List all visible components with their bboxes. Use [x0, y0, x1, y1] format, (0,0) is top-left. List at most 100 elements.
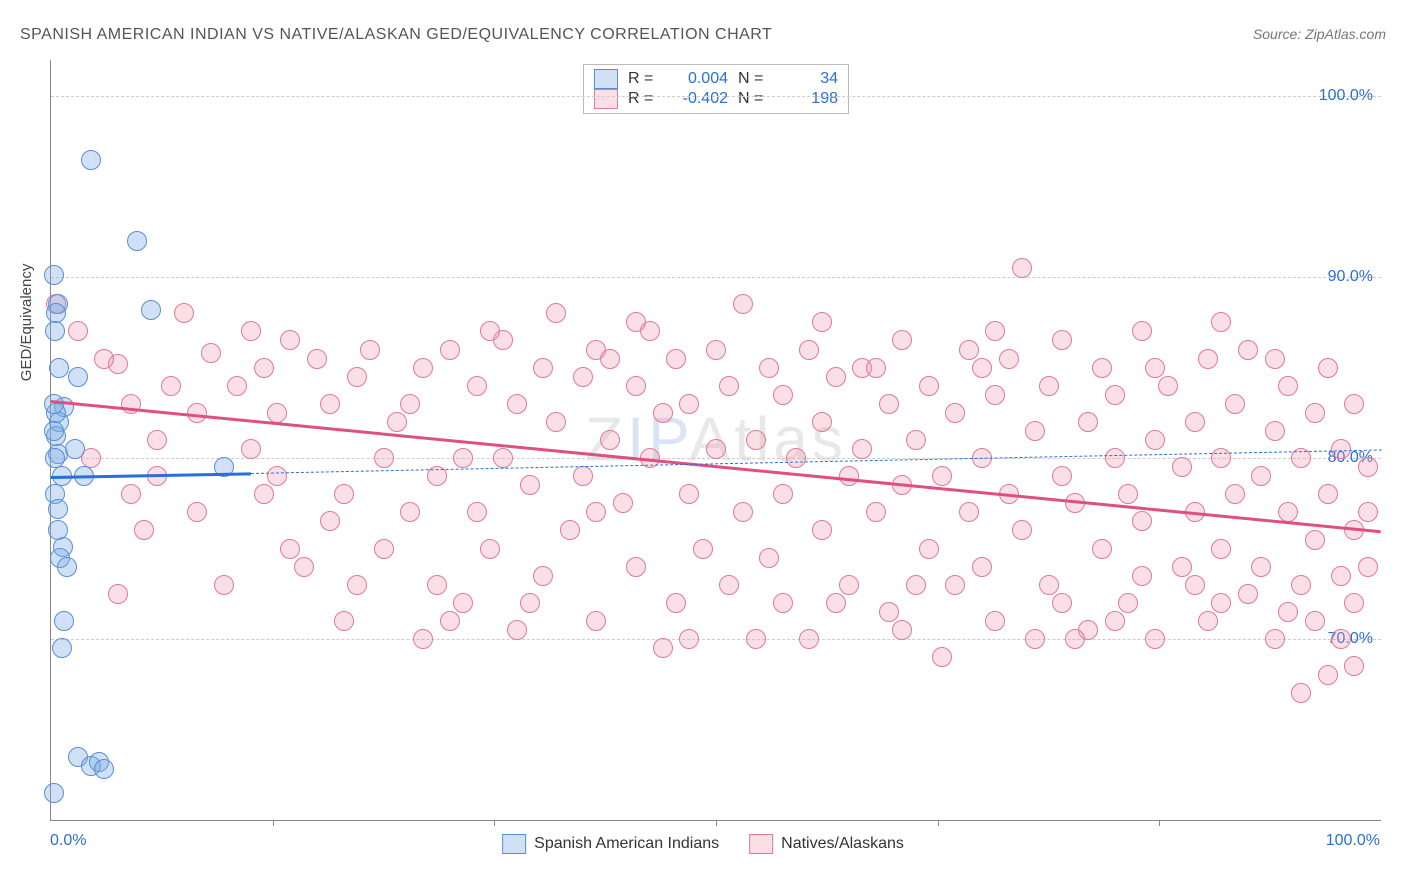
scatter-point-b: [280, 330, 300, 350]
scatter-point-b: [1105, 385, 1125, 405]
scatter-point-b: [1305, 611, 1325, 631]
scatter-point-b: [493, 448, 513, 468]
scatter-point-b: [812, 312, 832, 332]
scatter-point-b: [1318, 665, 1338, 685]
scatter-point-b: [174, 303, 194, 323]
scatter-point-b: [68, 321, 88, 341]
scatter-point-b: [1305, 530, 1325, 550]
scatter-point-b: [1039, 575, 1059, 595]
scatter-point-b: [1318, 358, 1338, 378]
scatter-point-b: [719, 575, 739, 595]
scatter-point-b: [932, 466, 952, 486]
scatter-point-b: [759, 548, 779, 568]
scatter-point-b: [520, 475, 540, 495]
scatter-point-a: [141, 300, 161, 320]
scatter-point-b: [320, 511, 340, 531]
scatter-point-b: [919, 376, 939, 396]
scatter-point-b: [1358, 502, 1378, 522]
scatter-point-b: [773, 484, 793, 504]
scatter-point-b: [932, 647, 952, 667]
scatter-point-a: [44, 265, 64, 285]
scatter-point-b: [387, 412, 407, 432]
x-tick: [1159, 820, 1160, 826]
scatter-point-b: [108, 584, 128, 604]
scatter-point-b: [892, 330, 912, 350]
scatter-point-b: [972, 557, 992, 577]
scatter-point-b: [1291, 683, 1311, 703]
scatter-point-b: [1198, 349, 1218, 369]
scatter-point-b: [826, 367, 846, 387]
scatter-point-b: [945, 403, 965, 423]
scatter-point-b: [533, 358, 553, 378]
scatter-point-b: [1012, 520, 1032, 540]
scatter-point-b: [679, 394, 699, 414]
scatter-point-a: [54, 611, 74, 631]
scatter-point-a: [68, 367, 88, 387]
stat-r-label: R =: [628, 70, 658, 88]
scatter-point-b: [241, 439, 261, 459]
scatter-point-b: [187, 502, 207, 522]
scatter-point-a: [48, 499, 68, 519]
scatter-point-b: [666, 593, 686, 613]
scatter-point-b: [773, 593, 793, 613]
stat-r-value-b: -0.402: [668, 90, 728, 108]
scatter-point-b: [1172, 557, 1192, 577]
scatter-point-b: [347, 575, 367, 595]
scatter-point-b: [866, 502, 886, 522]
scatter-point-b: [1265, 421, 1285, 441]
scatter-point-b: [1145, 358, 1165, 378]
scatter-point-b: [1305, 403, 1325, 423]
scatter-point-b: [1145, 430, 1165, 450]
scatter-point-b: [600, 349, 620, 369]
scatter-point-b: [507, 394, 527, 414]
scatter-point-b: [985, 385, 1005, 405]
scatter-point-b: [507, 620, 527, 640]
scatter-point-b: [573, 367, 593, 387]
scatter-point-a: [81, 150, 101, 170]
scatter-point-b: [1278, 376, 1298, 396]
scatter-point-b: [1012, 258, 1032, 278]
scatter-point-b: [427, 575, 447, 595]
scatter-point-b: [906, 430, 926, 450]
scatter-point-b: [546, 303, 566, 323]
scatter-point-b: [1052, 593, 1072, 613]
scatter-point-b: [400, 394, 420, 414]
source-text: Source: ZipAtlas.com: [1253, 26, 1386, 42]
scatter-point-b: [347, 367, 367, 387]
scatter-point-b: [799, 340, 819, 360]
scatter-point-b: [1172, 457, 1192, 477]
scatter-point-b: [1331, 629, 1351, 649]
scatter-point-b: [453, 593, 473, 613]
legend-label-b: Natives/Alaskans: [781, 835, 904, 853]
stats-row-b: R = -0.402 N = 198: [594, 89, 838, 109]
scatter-point-a: [127, 231, 147, 251]
chart-title: SPANISH AMERICAN INDIAN VS NATIVE/ALASKA…: [20, 26, 772, 44]
scatter-point-b: [1145, 629, 1165, 649]
y-axis-title: GED/Equivalency: [18, 264, 35, 382]
scatter-point-b: [1198, 611, 1218, 631]
scatter-point-b: [679, 629, 699, 649]
scatter-point-b: [374, 448, 394, 468]
scatter-point-b: [1251, 466, 1271, 486]
scatter-point-a: [45, 448, 65, 468]
scatter-point-b: [1118, 593, 1138, 613]
swatch-series-a-icon: [502, 834, 526, 854]
x-tick: [938, 820, 939, 826]
scatter-point-b: [413, 358, 433, 378]
scatter-point-b: [1344, 394, 1364, 414]
scatter-point-b: [1052, 466, 1072, 486]
scatter-point-b: [320, 394, 340, 414]
scatter-point-b: [1225, 484, 1245, 504]
stats-row-a: R = 0.004 N = 34: [594, 69, 838, 89]
scatter-point-b: [334, 611, 354, 631]
scatter-point-b: [679, 484, 699, 504]
scatter-point-b: [267, 466, 287, 486]
scatter-point-b: [586, 502, 606, 522]
legend-item-b: Natives/Alaskans: [749, 834, 904, 854]
scatter-point-b: [1105, 611, 1125, 631]
scatter-point-b: [1158, 376, 1178, 396]
series-legend: Spanish American Indians Natives/Alaskan…: [502, 834, 904, 854]
scatter-point-b: [1358, 457, 1378, 477]
scatter-point-b: [400, 502, 420, 522]
scatter-point-b: [626, 557, 646, 577]
